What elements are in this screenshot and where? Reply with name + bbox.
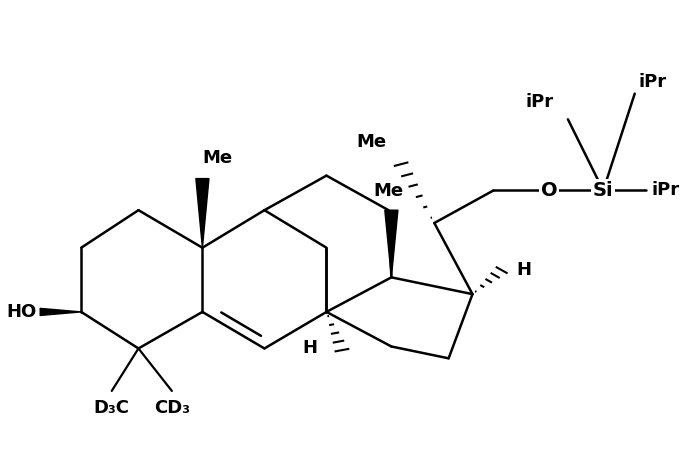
Text: CD₃: CD₃	[154, 399, 190, 417]
Text: HO: HO	[7, 303, 37, 321]
Text: Me: Me	[202, 149, 233, 167]
Text: H: H	[517, 261, 532, 279]
Polygon shape	[385, 210, 398, 277]
Polygon shape	[196, 179, 209, 248]
Text: Me: Me	[373, 182, 403, 200]
Text: iPr: iPr	[638, 73, 666, 91]
Polygon shape	[40, 308, 81, 315]
Text: Si: Si	[593, 181, 613, 200]
Text: iPr: iPr	[652, 181, 680, 199]
Text: O: O	[541, 181, 557, 200]
Text: Me: Me	[356, 133, 386, 151]
Text: D₃C: D₃C	[94, 399, 130, 417]
Text: H: H	[303, 338, 318, 356]
Text: iPr: iPr	[525, 93, 554, 111]
